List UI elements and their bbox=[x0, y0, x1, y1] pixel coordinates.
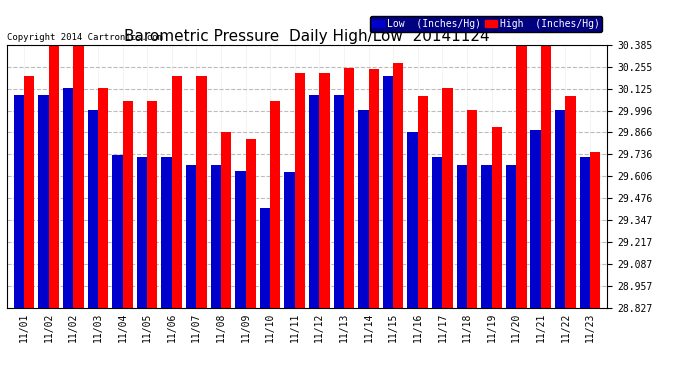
Bar bbox=[432, 157, 442, 308]
Bar bbox=[73, 46, 83, 308]
Bar bbox=[358, 110, 368, 308]
Bar bbox=[442, 88, 453, 308]
Bar bbox=[98, 88, 108, 308]
Bar bbox=[344, 68, 354, 308]
Bar bbox=[123, 102, 133, 308]
Bar bbox=[417, 96, 428, 308]
Bar bbox=[147, 102, 157, 308]
Bar bbox=[137, 157, 147, 308]
Bar bbox=[172, 76, 182, 308]
Bar bbox=[221, 132, 231, 308]
Bar bbox=[24, 76, 34, 308]
Title: Barometric Pressure  Daily High/Low  20141124: Barometric Pressure Daily High/Low 20141… bbox=[124, 29, 490, 44]
Bar bbox=[246, 138, 256, 308]
Bar bbox=[491, 127, 502, 308]
Bar bbox=[368, 69, 379, 308]
Bar bbox=[210, 165, 221, 308]
Bar bbox=[516, 46, 526, 308]
Bar bbox=[186, 165, 197, 308]
Bar bbox=[14, 95, 24, 308]
Bar bbox=[235, 171, 246, 308]
Bar bbox=[481, 165, 491, 308]
Bar bbox=[161, 157, 172, 308]
Bar bbox=[260, 208, 270, 308]
Bar bbox=[284, 172, 295, 308]
Bar bbox=[467, 110, 477, 308]
Bar bbox=[531, 130, 541, 308]
Bar bbox=[39, 95, 49, 308]
Legend: Low  (Inches/Hg), High  (Inches/Hg): Low (Inches/Hg), High (Inches/Hg) bbox=[370, 16, 602, 32]
Bar bbox=[457, 165, 467, 308]
Bar bbox=[541, 46, 551, 308]
Bar bbox=[590, 152, 600, 308]
Bar bbox=[197, 76, 207, 308]
Bar bbox=[407, 132, 417, 308]
Bar bbox=[63, 88, 73, 308]
Bar bbox=[49, 46, 59, 308]
Bar bbox=[319, 73, 330, 308]
Bar bbox=[506, 165, 516, 308]
Bar bbox=[555, 110, 565, 308]
Bar bbox=[580, 157, 590, 308]
Bar bbox=[383, 76, 393, 308]
Bar bbox=[309, 95, 319, 308]
Bar bbox=[565, 96, 575, 308]
Bar bbox=[88, 110, 98, 308]
Text: Copyright 2014 Cartronics.com: Copyright 2014 Cartronics.com bbox=[7, 33, 163, 42]
Bar bbox=[334, 95, 344, 308]
Bar bbox=[295, 73, 305, 308]
Bar bbox=[270, 102, 280, 308]
Bar bbox=[393, 63, 404, 308]
Bar bbox=[112, 155, 123, 308]
